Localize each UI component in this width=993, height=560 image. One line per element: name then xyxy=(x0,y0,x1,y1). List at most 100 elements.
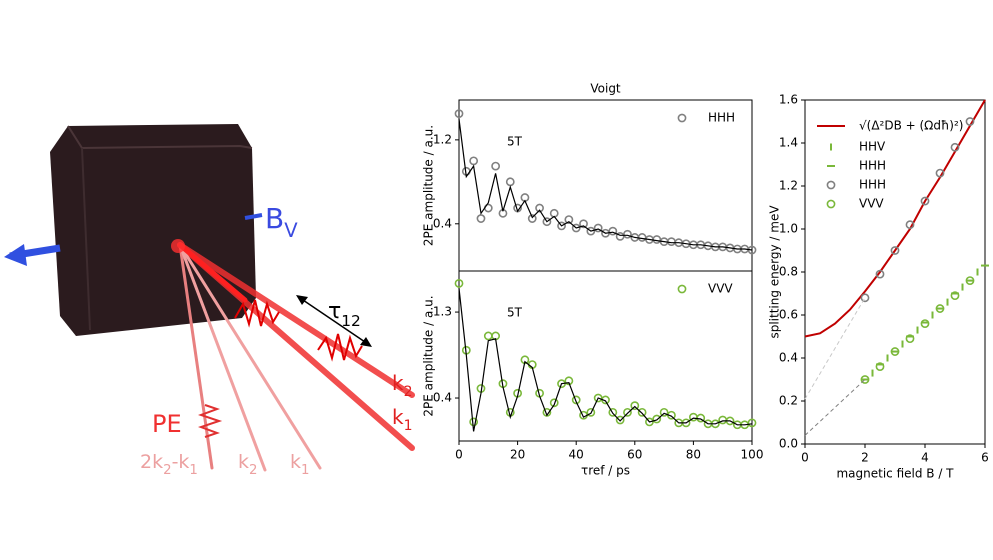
point xyxy=(527,214,537,223)
x-tick-label: 2 xyxy=(861,451,869,465)
point xyxy=(667,237,676,247)
output-label: k2 xyxy=(238,451,257,478)
y-tick-label: 0.4 xyxy=(433,216,452,230)
point xyxy=(608,226,618,236)
arrow-head xyxy=(296,295,308,305)
x-tick-label: 80 xyxy=(686,448,701,462)
x-tick-label: 60 xyxy=(627,448,642,462)
point xyxy=(483,331,493,341)
annotation: 5T xyxy=(507,306,523,320)
point xyxy=(571,395,581,405)
label-text: k xyxy=(392,371,404,395)
x-tick-label: 100 xyxy=(741,448,764,462)
y-tick-label: 1.2 xyxy=(433,132,452,146)
x-tick-label: 6 xyxy=(981,451,989,465)
delay-label: τ12 xyxy=(328,299,361,330)
echo-label: PE xyxy=(152,410,182,438)
point xyxy=(659,407,669,417)
point xyxy=(905,334,915,344)
label-text: -k xyxy=(172,451,190,473)
guide-line xyxy=(804,297,866,400)
pulse xyxy=(317,333,363,362)
point xyxy=(491,161,501,171)
label-subscript: 1 xyxy=(404,418,413,434)
beam-label: k2 xyxy=(392,371,413,401)
point xyxy=(637,407,647,417)
point xyxy=(920,319,930,328)
crystal-edge xyxy=(81,147,91,331)
point xyxy=(890,347,900,356)
x-tick-label: 40 xyxy=(569,448,584,462)
point xyxy=(747,418,757,428)
annotation: 5T xyxy=(507,135,523,149)
legend-label: √(Δ²DB + (Ωdħ)²) xyxy=(859,119,963,133)
point xyxy=(454,279,464,288)
point xyxy=(454,109,464,119)
legend-swatch xyxy=(826,180,836,190)
legend-swatch xyxy=(826,199,836,209)
label-text: B xyxy=(265,202,284,235)
beam xyxy=(177,242,248,303)
point xyxy=(615,415,625,425)
point xyxy=(965,117,975,126)
fit-line xyxy=(458,118,753,251)
point xyxy=(593,223,603,233)
point xyxy=(564,376,574,386)
x-axis-label: magnetic field B / T xyxy=(836,467,954,481)
point xyxy=(935,304,945,313)
point xyxy=(950,142,960,152)
point xyxy=(623,407,632,417)
x-tick-label: 0 xyxy=(801,451,809,465)
y-tick-label: 0.8 xyxy=(779,265,798,279)
point xyxy=(875,362,885,371)
y-tick-label: 1.6 xyxy=(779,93,798,107)
delay-arrow xyxy=(299,297,369,345)
point xyxy=(860,293,870,303)
y-tick-label: 1.0 xyxy=(779,222,798,236)
legend-label: VVV xyxy=(859,197,884,211)
illustration: BV τ12 k2 k1 PE 2k2-k1 k2 k1 xyxy=(4,124,415,478)
arrow-head xyxy=(360,337,372,347)
y-axis-label: 2PE amplitude / a.u. xyxy=(422,295,436,416)
point xyxy=(935,168,945,178)
point xyxy=(920,196,930,206)
pulse xyxy=(234,299,280,328)
guide-line xyxy=(804,379,866,436)
beam xyxy=(177,242,415,398)
legend-label: HHH xyxy=(859,159,886,173)
label-text: k xyxy=(238,451,249,473)
y-tick-label: 0.2 xyxy=(779,394,798,408)
field-arrow-head xyxy=(4,244,27,266)
point xyxy=(571,223,581,233)
label-subscript: V xyxy=(284,219,298,242)
field-arrow xyxy=(244,213,263,220)
point xyxy=(652,414,662,424)
label-subscript: 1 xyxy=(301,463,309,478)
point xyxy=(875,269,885,279)
x-tick-label: 20 xyxy=(510,448,525,462)
point xyxy=(549,398,559,408)
output-label: 2k2-k1 xyxy=(140,451,198,478)
beam xyxy=(178,243,322,470)
label-subscript: 2 xyxy=(249,463,257,478)
y-tick-label: 1.4 xyxy=(779,136,798,150)
label-subscript: 12 xyxy=(341,312,361,330)
plot-frame xyxy=(458,270,753,442)
legend-label: HHV xyxy=(859,140,886,154)
legend-label: HHH xyxy=(708,111,735,125)
echo-pulse xyxy=(198,404,223,438)
point xyxy=(579,219,588,229)
legend-label: HHH xyxy=(859,178,886,192)
y-tick-label: 0.0 xyxy=(779,437,798,451)
y-axis-label: 2PE amplitude / a.u. xyxy=(422,125,436,246)
legend-swatch xyxy=(677,284,687,294)
y-tick-label: 1.2 xyxy=(779,179,798,193)
label-text: PE xyxy=(152,410,182,438)
label-text: k xyxy=(392,405,404,429)
point xyxy=(630,401,640,411)
point xyxy=(905,220,915,230)
beam xyxy=(178,243,214,470)
label-text: τ xyxy=(328,299,341,324)
y-tick-label: 0.4 xyxy=(433,391,452,405)
